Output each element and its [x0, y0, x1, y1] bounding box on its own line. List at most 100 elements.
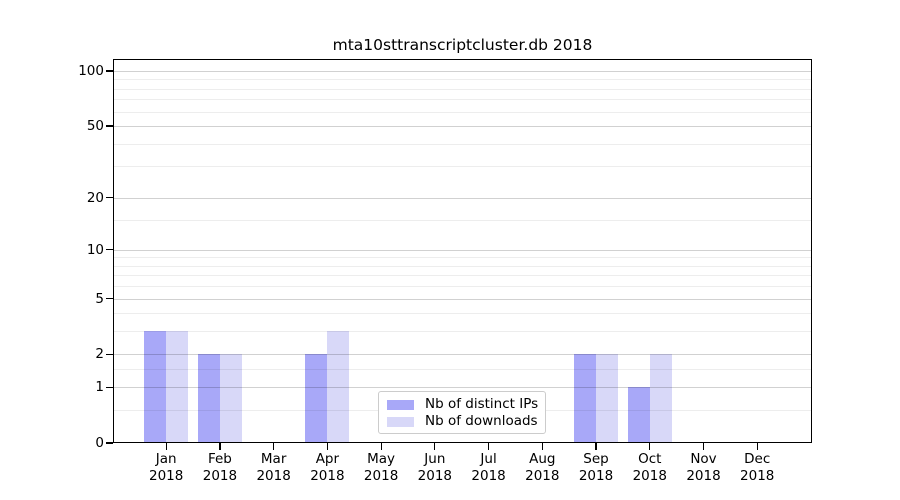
x-tick-year: 2018 [740, 468, 775, 484]
minor-gridline [114, 88, 811, 90]
x-tick-mark [595, 443, 597, 450]
x-tick-label: Jun 2018 [403, 451, 467, 485]
x-tick-mark [649, 443, 651, 450]
x-tick-mark [273, 443, 275, 450]
x-tick-label: Dec 2018 [725, 451, 789, 485]
x-tick-label: Oct 2018 [618, 451, 682, 485]
x-tick-mark [702, 443, 705, 450]
y-tick-label: 100 [78, 63, 104, 79]
downloads-swatch [387, 417, 414, 427]
x-tick-month: Jan [155, 451, 177, 467]
y-tick-label: 10 [86, 241, 104, 258]
minor-gridline [114, 313, 811, 315]
x-tick-year: 2018 [202, 468, 238, 484]
x-tick-mark [756, 443, 758, 450]
minor-gridline [114, 143, 811, 145]
y-tick-mark [106, 297, 113, 300]
plot-area-border [113, 59, 812, 443]
chart-title: mta10sttranscriptcluster.db 2018 [332, 36, 593, 54]
minor-gridline [114, 265, 811, 267]
y-tick-label: 20 [86, 189, 104, 206]
y-tick-label: 2 [95, 346, 104, 363]
bar-downloads [596, 354, 619, 443]
y-tick-mark [106, 249, 113, 251]
minor-gridline [114, 79, 811, 81]
x-tick-label: Nov 2018 [672, 451, 736, 485]
x-tick-mark [541, 443, 543, 450]
major-gridline [114, 71, 811, 72]
bar-distinct-ips [574, 354, 597, 443]
y-tick-mark [106, 442, 113, 444]
x-tick-year: 2018 [632, 468, 667, 484]
minor-gridline [114, 99, 811, 101]
x-tick-month: Mar [260, 451, 287, 467]
y-tick-label: 1 [95, 379, 104, 396]
x-tick-year: 2018 [525, 468, 560, 484]
minor-gridline [114, 257, 811, 259]
minor-gridline [114, 219, 811, 221]
bar-downloads [166, 331, 189, 443]
major-gridline [114, 387, 811, 389]
minor-gridline [114, 166, 811, 168]
major-gridline [114, 197, 811, 199]
y-tick-mark [106, 353, 113, 356]
x-tick-label: Jan 2018 [134, 451, 198, 485]
x-tick-month: Dec [744, 451, 771, 467]
y-tick-label: 0 [95, 435, 104, 451]
x-tick-label: Jul 2018 [457, 451, 521, 485]
minor-gridline [114, 369, 811, 371]
y-tick-mark [106, 386, 113, 388]
x-tick-label: Apr 2018 [295, 451, 359, 485]
y-tick-mark [106, 70, 113, 72]
x-tick-mark [487, 443, 490, 450]
x-tick-month: Aug [529, 451, 556, 467]
y-tick-mark [106, 125, 113, 127]
major-gridline [114, 249, 811, 251]
x-tick-mark [380, 443, 382, 450]
x-tick-month: Sep [583, 451, 609, 467]
bar-distinct-ips [305, 354, 328, 443]
bar-downloads [219, 354, 242, 443]
minor-gridline [114, 275, 811, 277]
x-tick-label: Mar 2018 [242, 451, 306, 485]
x-tick-label: Sep 2018 [564, 451, 628, 485]
x-tick-year: 2018 [471, 468, 506, 484]
bar-distinct-ips [627, 387, 650, 443]
x-tick-month: Apr [315, 451, 340, 467]
x-tick-year: 2018 [363, 468, 399, 484]
minor-gridline [114, 111, 811, 113]
legend-item-downloads: Nb of downloads [379, 413, 545, 430]
x-tick-label: May 2018 [349, 451, 413, 485]
legend-item-distinct-ips: Nb of distinct IPs [379, 396, 545, 413]
x-tick-year: 2018 [417, 468, 453, 484]
legend-label: Nb of distinct IPs [425, 396, 539, 412]
bar-distinct-ips [197, 354, 220, 443]
x-tick-year: 2018 [310, 468, 345, 484]
x-tick-mark [219, 443, 221, 450]
bar-distinct-ips [144, 331, 167, 443]
x-tick-year: 2018 [686, 468, 721, 484]
bar-downloads [327, 331, 350, 443]
x-tick-month: Nov [690, 451, 717, 467]
x-tick-month: May [367, 451, 396, 467]
x-tick-year: 2018 [149, 468, 184, 484]
x-tick-month: Oct [638, 451, 662, 467]
y-tick-label: 50 [86, 118, 104, 135]
x-tick-year: 2018 [578, 468, 614, 484]
x-tick-mark [326, 443, 328, 450]
x-tick-mark [165, 443, 167, 450]
x-tick-label: Aug 2018 [510, 451, 574, 485]
x-tick-month: Jul [480, 451, 497, 467]
x-tick-year: 2018 [256, 468, 291, 484]
major-gridline [114, 126, 811, 128]
major-gridline [114, 354, 811, 356]
x-tick-mark [434, 443, 436, 450]
x-tick-month: Feb [207, 451, 232, 467]
x-tick-month: Jun [424, 451, 446, 467]
legend-label: Nb of downloads [425, 413, 538, 429]
x-tick-label: Feb 2018 [188, 451, 252, 485]
y-tick-label: 5 [95, 290, 104, 307]
major-gridline [114, 298, 811, 300]
y-tick-mark [106, 196, 113, 199]
